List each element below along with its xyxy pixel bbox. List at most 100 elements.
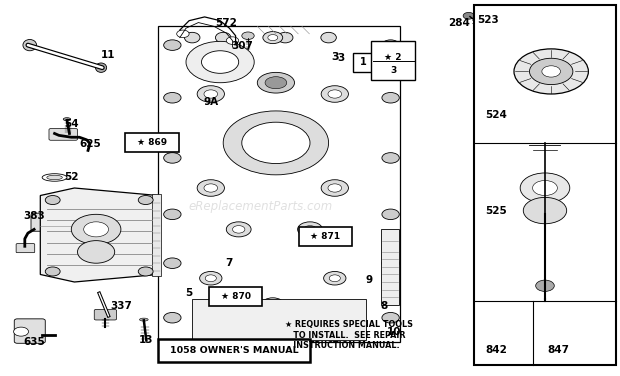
Circle shape	[463, 12, 474, 19]
Text: 307: 307	[231, 41, 253, 51]
Circle shape	[242, 32, 254, 39]
Circle shape	[223, 111, 329, 175]
Circle shape	[232, 226, 245, 233]
Ellipse shape	[95, 63, 107, 72]
Circle shape	[78, 241, 115, 263]
Text: 284: 284	[448, 18, 470, 27]
Circle shape	[382, 92, 399, 103]
Circle shape	[523, 197, 567, 224]
Text: 847: 847	[547, 346, 569, 355]
Circle shape	[14, 327, 29, 336]
Circle shape	[164, 258, 181, 268]
Circle shape	[514, 49, 588, 94]
Text: 9: 9	[365, 275, 373, 285]
Text: eReplacementParts.com: eReplacementParts.com	[188, 200, 332, 213]
Text: 572: 572	[215, 18, 237, 27]
Circle shape	[45, 196, 60, 205]
Text: ★ 2: ★ 2	[384, 53, 402, 62]
Ellipse shape	[185, 32, 200, 43]
Text: 5: 5	[185, 288, 193, 298]
FancyBboxPatch shape	[125, 133, 179, 152]
Text: ★ 869: ★ 869	[137, 138, 167, 147]
Ellipse shape	[265, 77, 286, 89]
Ellipse shape	[321, 32, 336, 43]
Bar	[158, 339, 310, 362]
Text: 625: 625	[79, 139, 101, 149]
Circle shape	[138, 196, 153, 205]
Bar	[474, 5, 616, 365]
Circle shape	[204, 184, 218, 192]
Text: 54: 54	[64, 119, 79, 129]
FancyBboxPatch shape	[158, 26, 400, 342]
Ellipse shape	[42, 174, 67, 181]
Circle shape	[45, 267, 60, 276]
FancyBboxPatch shape	[299, 227, 352, 246]
Text: 3: 3	[390, 66, 396, 75]
Circle shape	[164, 209, 181, 220]
Circle shape	[304, 226, 316, 233]
Circle shape	[164, 312, 181, 323]
Circle shape	[268, 35, 278, 41]
Circle shape	[533, 180, 557, 196]
FancyBboxPatch shape	[31, 213, 105, 231]
FancyBboxPatch shape	[371, 41, 415, 80]
Text: 524: 524	[482, 110, 505, 120]
Ellipse shape	[47, 175, 62, 180]
FancyBboxPatch shape	[94, 309, 117, 320]
FancyBboxPatch shape	[381, 229, 399, 305]
FancyBboxPatch shape	[16, 244, 35, 253]
Text: 3: 3	[337, 53, 345, 63]
Circle shape	[382, 312, 399, 323]
FancyBboxPatch shape	[209, 287, 262, 306]
Ellipse shape	[23, 39, 37, 51]
Circle shape	[328, 90, 342, 98]
Circle shape	[242, 122, 310, 164]
Circle shape	[200, 271, 222, 285]
Circle shape	[382, 40, 399, 50]
Text: 523: 523	[477, 15, 499, 25]
Text: 635: 635	[23, 337, 45, 347]
Circle shape	[328, 184, 342, 192]
Text: 337: 337	[110, 302, 132, 311]
Circle shape	[202, 51, 239, 73]
Circle shape	[138, 267, 153, 276]
Text: 8: 8	[381, 302, 388, 311]
Text: 842: 842	[482, 346, 504, 355]
Ellipse shape	[216, 32, 231, 43]
FancyBboxPatch shape	[152, 194, 161, 276]
Ellipse shape	[140, 318, 148, 321]
Circle shape	[536, 280, 554, 291]
Circle shape	[298, 222, 322, 237]
Circle shape	[520, 173, 570, 203]
Text: 383: 383	[23, 211, 45, 221]
Circle shape	[164, 40, 181, 50]
Text: 52: 52	[64, 172, 79, 182]
Circle shape	[164, 92, 181, 103]
Text: 3: 3	[331, 52, 339, 62]
Circle shape	[226, 222, 251, 237]
Text: 9A: 9A	[203, 97, 218, 107]
Circle shape	[186, 41, 254, 83]
Text: ★ 871: ★ 871	[311, 232, 340, 241]
Circle shape	[197, 86, 224, 102]
Ellipse shape	[278, 32, 293, 43]
Text: 1: 1	[360, 58, 366, 67]
Text: ★ REQUIRES SPECIAL TOOLS
   TO INSTALL.  SEE REPAIR
   INSTRUCTION MANUAL.: ★ REQUIRES SPECIAL TOOLS TO INSTALL. SEE…	[285, 320, 413, 350]
Text: 7: 7	[226, 258, 233, 268]
FancyBboxPatch shape	[14, 319, 45, 343]
Circle shape	[382, 209, 399, 220]
Circle shape	[71, 214, 121, 244]
FancyBboxPatch shape	[49, 129, 78, 140]
Ellipse shape	[63, 118, 71, 121]
Text: 13: 13	[138, 335, 153, 345]
Circle shape	[329, 275, 340, 282]
Text: 525: 525	[485, 206, 507, 215]
Circle shape	[204, 90, 218, 98]
Circle shape	[262, 298, 284, 311]
Circle shape	[542, 66, 560, 77]
Text: 524: 524	[485, 110, 507, 120]
Circle shape	[205, 275, 216, 282]
FancyBboxPatch shape	[192, 299, 366, 340]
Circle shape	[177, 30, 189, 38]
Circle shape	[321, 180, 348, 196]
